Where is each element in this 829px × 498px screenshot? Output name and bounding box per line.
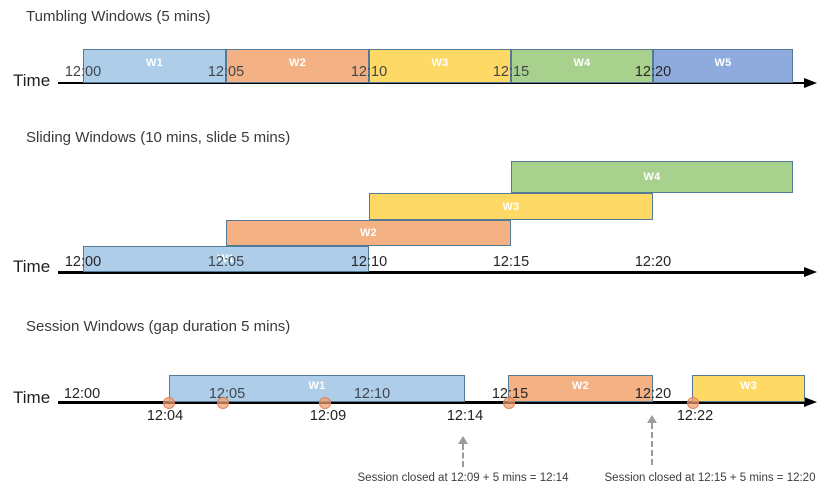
tick-label: 12:05 xyxy=(207,254,245,270)
window-label: W1 xyxy=(145,57,164,69)
event-dot xyxy=(217,397,229,409)
tick-label: 12:10 xyxy=(350,254,388,270)
window-label: W4 xyxy=(573,57,591,69)
sliding-window-w4: W4 xyxy=(511,161,793,193)
timeline-arrow-icon xyxy=(804,78,817,88)
timeline-tumbling xyxy=(58,82,806,84)
tick-label: 12:15 xyxy=(492,64,530,80)
window-label: W2 xyxy=(288,57,307,69)
tumbling-window-w4: W4 xyxy=(511,49,653,83)
session-annotation-1: Session closed at 12:09 + 5 mins = 12:14 xyxy=(357,472,569,484)
session-close-arrow-icon xyxy=(647,415,657,465)
sliding-window-w2: W2 xyxy=(226,220,511,246)
event-dot xyxy=(319,397,331,409)
tumbling-window-w2: W2 xyxy=(226,49,369,83)
tumbling-window-w5: W5 xyxy=(653,49,793,83)
tick-label: 12:20 xyxy=(634,64,672,80)
tick-label: 12:00 xyxy=(63,386,101,402)
window-label: W3 xyxy=(502,200,520,213)
sliding-window-w1: W1 xyxy=(83,246,369,272)
event-dot xyxy=(503,397,515,409)
tumbling-window-w3: W3 xyxy=(369,49,511,83)
event-dot xyxy=(163,397,175,409)
tick-label: 12:15 xyxy=(491,386,529,402)
timeline-sliding xyxy=(58,271,806,274)
timeline-session xyxy=(58,401,806,404)
window-label: W3 xyxy=(431,57,449,69)
window-label: W2 xyxy=(359,226,378,239)
event-dot xyxy=(687,397,699,409)
tumbling-window-w1: W1 xyxy=(83,49,226,83)
window-label: W1 xyxy=(217,252,235,265)
window-label: W1 xyxy=(308,380,326,392)
tick-label: 12:20 xyxy=(634,386,672,402)
tick-label: 12:15 xyxy=(492,254,530,270)
tick-label: 12:10 xyxy=(353,386,391,402)
event-time-label: 12:09 xyxy=(309,408,347,424)
tumbling-title: Tumbling Windows (5 mins) xyxy=(26,8,211,25)
tick-label: 12:20 xyxy=(634,254,672,270)
timeline-arrow-icon xyxy=(804,397,817,407)
window-label: W3 xyxy=(739,380,758,392)
session-annotation-2: Session closed at 12:15 + 5 mins = 12:20 xyxy=(604,472,816,484)
event-time-label: 12:04 xyxy=(146,408,184,424)
window-label: W2 xyxy=(571,380,590,392)
window-label: W4 xyxy=(643,170,661,183)
sliding-title: Sliding Windows (10 mins, slide 5 mins) xyxy=(26,129,291,146)
time-axis-label-session: Time xyxy=(13,388,51,407)
sliding-window-w3: W3 xyxy=(369,193,653,220)
tick-label: 12:00 xyxy=(64,254,102,270)
time-axis-label-tumbling: Time xyxy=(13,71,51,90)
event-time-label: 12:14 xyxy=(446,408,484,424)
tick-label: 12:10 xyxy=(350,64,388,80)
tick-label: 12:00 xyxy=(64,64,102,80)
session-title: Session Windows (gap duration 5 mins) xyxy=(26,318,291,335)
event-time-label: 12:22 xyxy=(676,408,714,424)
timeline-arrow-icon xyxy=(804,267,817,277)
session-window-w3: W3 xyxy=(692,375,805,402)
session-close-arrow-icon xyxy=(458,436,468,467)
tick-label: 12:05 xyxy=(207,64,245,80)
time-axis-label-sliding: Time xyxy=(13,257,51,276)
session-window-w2: W2 xyxy=(508,375,653,402)
window-label: W5 xyxy=(714,57,732,69)
